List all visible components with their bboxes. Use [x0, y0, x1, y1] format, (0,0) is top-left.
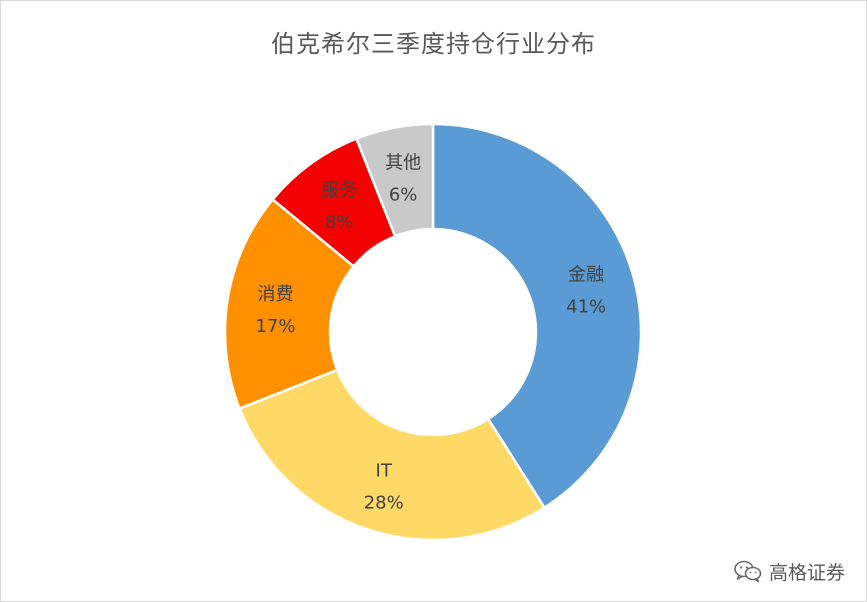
slice-label-consumer: 消费	[257, 284, 293, 305]
slice-label-services: 服务	[321, 180, 357, 201]
slice-value-it: 28%	[364, 493, 404, 514]
slice-label-finance: 金融	[568, 265, 604, 286]
slice-label-other: 其他	[385, 152, 421, 173]
slice-label-it: IT	[376, 461, 393, 482]
wechat-icon	[734, 560, 762, 583]
slice-finance	[431, 122, 643, 510]
slice-value-other: 6%	[389, 184, 418, 205]
chart-title: 伯克希尔三季度持仓行业分布	[271, 30, 596, 58]
watermark: 高格证券	[733, 556, 845, 586]
slice-consumer	[223, 197, 356, 411]
slice-value-consumer: 17%	[255, 316, 295, 337]
watermark-text: 高格证券	[768, 561, 845, 584]
slice-value-finance: 41%	[566, 297, 606, 318]
slice-other	[354, 122, 435, 238]
slice-it	[237, 368, 547, 542]
slice-value-services: 8%	[325, 212, 354, 233]
